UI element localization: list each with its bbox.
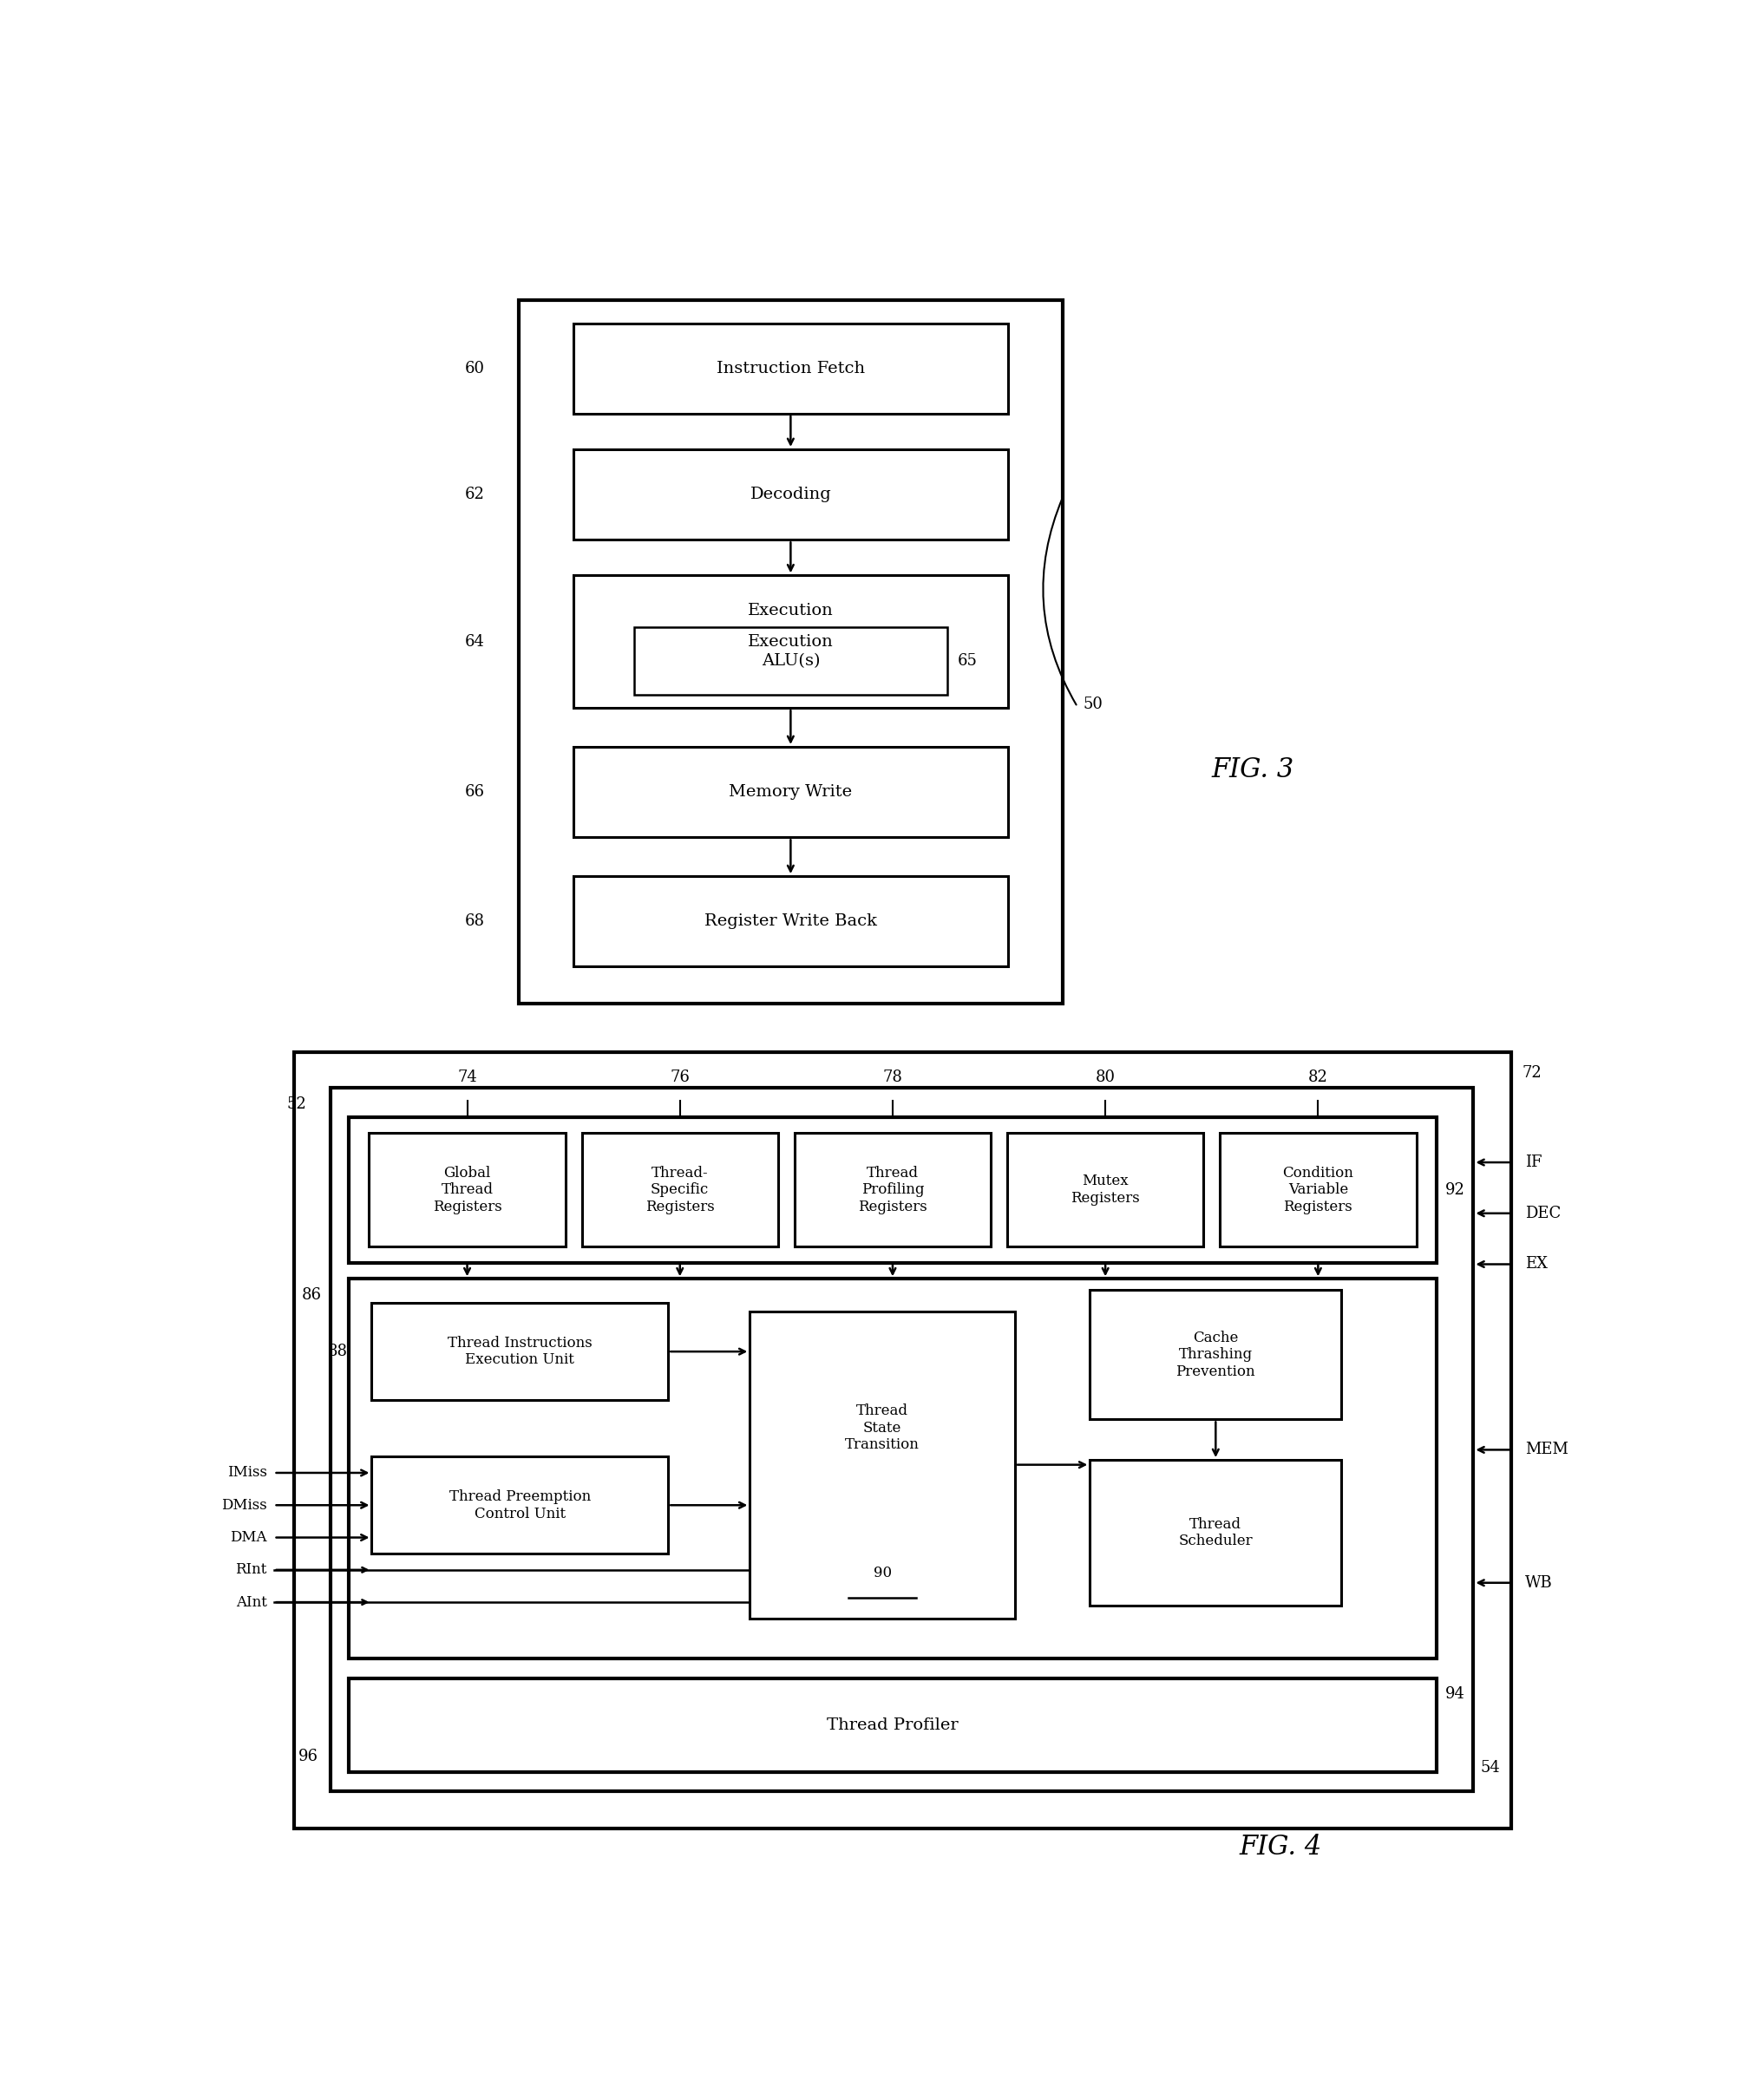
Text: Thread
State
Transition: Thread State Transition: [846, 1403, 920, 1453]
Text: 76: 76: [670, 1069, 690, 1086]
Bar: [1090, 1289, 1341, 1420]
Bar: [581, 1134, 777, 1247]
Bar: [1090, 1460, 1341, 1604]
Text: Thread Instructions
Execution Unit: Thread Instructions Execution Unit: [448, 1336, 591, 1367]
Text: 92: 92: [1444, 1182, 1465, 1197]
Text: 54: 54: [1479, 1760, 1501, 1775]
Bar: [572, 575, 1007, 708]
Text: 52: 52: [286, 1096, 307, 1111]
Text: 50: 50: [1083, 697, 1102, 712]
Text: Thread
Profiling
Registers: Thread Profiling Registers: [858, 1166, 927, 1214]
Text: 96: 96: [298, 1749, 319, 1764]
Text: 74: 74: [458, 1069, 477, 1086]
Text: IF: IF: [1525, 1155, 1543, 1170]
Text: AInt: AInt: [235, 1594, 267, 1609]
Text: 80: 80: [1095, 1069, 1116, 1086]
Bar: [349, 1117, 1437, 1262]
Bar: [372, 1302, 669, 1401]
Text: ALU(s): ALU(s): [762, 653, 820, 670]
Text: Thread-
Specific
Registers: Thread- Specific Registers: [646, 1166, 714, 1214]
Bar: [1007, 1134, 1204, 1247]
Text: Thread Profiler: Thread Profiler: [827, 1718, 958, 1733]
Text: RInt: RInt: [235, 1562, 267, 1577]
Text: 78: 78: [883, 1069, 902, 1086]
Text: Memory Write: Memory Write: [728, 783, 853, 800]
Bar: [332, 1088, 1474, 1791]
Text: DMiss: DMiss: [221, 1497, 267, 1512]
Text: DMA: DMA: [230, 1531, 267, 1546]
Text: Execution: Execution: [748, 634, 834, 649]
Bar: [634, 628, 948, 695]
Text: 66: 66: [465, 783, 484, 800]
Text: 64: 64: [465, 634, 484, 649]
Text: 72: 72: [1522, 1065, 1543, 1082]
Text: FIG. 3: FIG. 3: [1211, 756, 1295, 783]
Text: FIG. 4: FIG. 4: [1239, 1833, 1322, 1861]
Bar: [369, 1134, 565, 1247]
Bar: [795, 1134, 992, 1247]
Bar: [749, 1310, 1014, 1619]
Text: Global
Thread
Registers: Global Thread Registers: [432, 1166, 502, 1214]
Bar: [572, 323, 1007, 414]
Text: Instruction Fetch: Instruction Fetch: [716, 361, 865, 376]
Text: 86: 86: [302, 1287, 321, 1302]
Text: MEM: MEM: [1525, 1443, 1569, 1457]
Text: IMiss: IMiss: [226, 1466, 267, 1481]
Text: 65: 65: [958, 653, 978, 670]
Text: DEC: DEC: [1525, 1205, 1560, 1220]
Bar: [519, 300, 1062, 1004]
Text: Condition
Variable
Registers: Condition Variable Registers: [1283, 1166, 1353, 1214]
Text: EX: EX: [1525, 1256, 1548, 1273]
Bar: [349, 1678, 1437, 1772]
Text: 60: 60: [465, 361, 484, 376]
Text: 94: 94: [1444, 1686, 1465, 1701]
Text: 62: 62: [465, 487, 484, 502]
Text: Thread Preemption
Control Unit: Thread Preemption Control Unit: [449, 1489, 591, 1520]
Text: Decoding: Decoding: [749, 487, 832, 502]
Text: Cache
Thrashing
Prevention: Cache Thrashing Prevention: [1176, 1331, 1255, 1380]
Bar: [572, 876, 1007, 966]
Text: Register Write Back: Register Write Back: [704, 914, 878, 928]
Text: 82: 82: [1307, 1069, 1329, 1086]
Bar: [572, 748, 1007, 838]
Text: 90: 90: [874, 1567, 892, 1581]
Text: Execution: Execution: [748, 603, 834, 620]
Bar: [1220, 1134, 1416, 1247]
Text: Mutex
Registers: Mutex Registers: [1071, 1174, 1141, 1205]
Bar: [372, 1457, 669, 1554]
Bar: [295, 1052, 1511, 1829]
Text: 68: 68: [465, 914, 484, 928]
Text: Thread
Scheduler: Thread Scheduler: [1179, 1516, 1253, 1548]
Text: WB: WB: [1525, 1575, 1553, 1590]
Bar: [572, 449, 1007, 540]
Text: 88: 88: [326, 1344, 347, 1359]
Bar: [349, 1279, 1437, 1659]
